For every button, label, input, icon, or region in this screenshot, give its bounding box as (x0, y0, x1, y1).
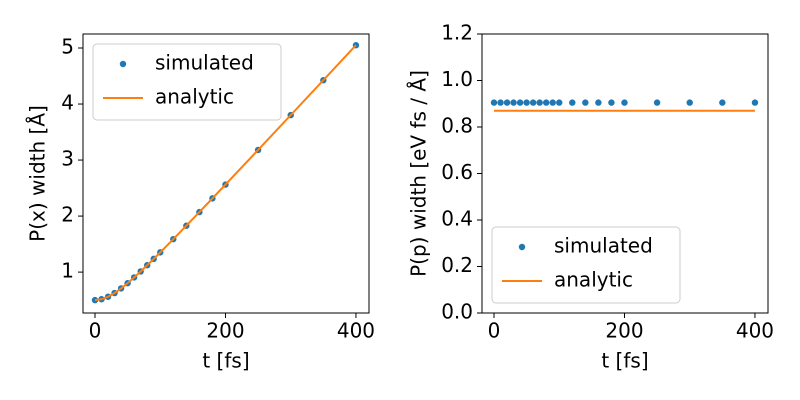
point (523, 99, 530, 106)
legend-label: simulated (554, 234, 653, 258)
x-tick-label: 200 (206, 319, 244, 343)
legend-marker (518, 243, 526, 251)
point (497, 99, 504, 106)
x-tick-label: 0 (488, 319, 501, 343)
x-tick-label: 200 (605, 319, 643, 343)
y-tick-label: 0.0 (441, 300, 473, 324)
point (549, 99, 556, 106)
y-tick-label: 0.2 (441, 253, 473, 277)
point (503, 99, 511, 106)
point (608, 99, 615, 106)
x-tick-label: 0 (89, 319, 102, 343)
point (719, 99, 726, 106)
point (490, 99, 498, 106)
line (94, 44, 357, 302)
y-tick-label: 5 (61, 35, 74, 59)
x-tick-label: 400 (736, 319, 774, 343)
y-tick-label: 0.6 (441, 160, 473, 184)
point (653, 99, 661, 106)
legend-box (491, 226, 681, 304)
legend-label: simulated (155, 51, 254, 75)
point (686, 99, 693, 106)
point (569, 99, 576, 106)
y-axis-label: P(p) width [eV fs / Å] (407, 70, 431, 277)
y-tick-label: 0.4 (441, 207, 473, 231)
legend-box (92, 43, 282, 121)
point (556, 99, 563, 106)
x-axis-label: t [fs] (601, 349, 648, 373)
y-tick-label: 4 (61, 91, 74, 115)
legend-label: analytic (155, 85, 234, 109)
y-tick-label: 1.2 (441, 21, 473, 45)
x-tick-label: 400 (337, 319, 375, 343)
point (621, 99, 628, 106)
y-tick-label: 3 (61, 147, 74, 171)
axes-frame (82, 33, 370, 314)
axes-frame (481, 33, 769, 314)
point (751, 99, 759, 106)
legend-label: analytic (554, 268, 633, 292)
x-axis-label: t [fs] (202, 349, 249, 373)
y-axis-label: P(x) width [Å] (26, 105, 50, 242)
point (595, 99, 602, 106)
point (516, 99, 524, 106)
y-tick-label: 1.0 (441, 67, 473, 91)
y-tick-label: 2 (61, 203, 74, 227)
point (510, 99, 517, 106)
point (536, 99, 543, 106)
y-tick-label: 0.8 (441, 114, 473, 138)
point (582, 99, 589, 106)
point (529, 99, 537, 106)
point (542, 99, 550, 106)
legend-marker (119, 60, 127, 68)
y-tick-label: 1 (61, 259, 74, 283)
